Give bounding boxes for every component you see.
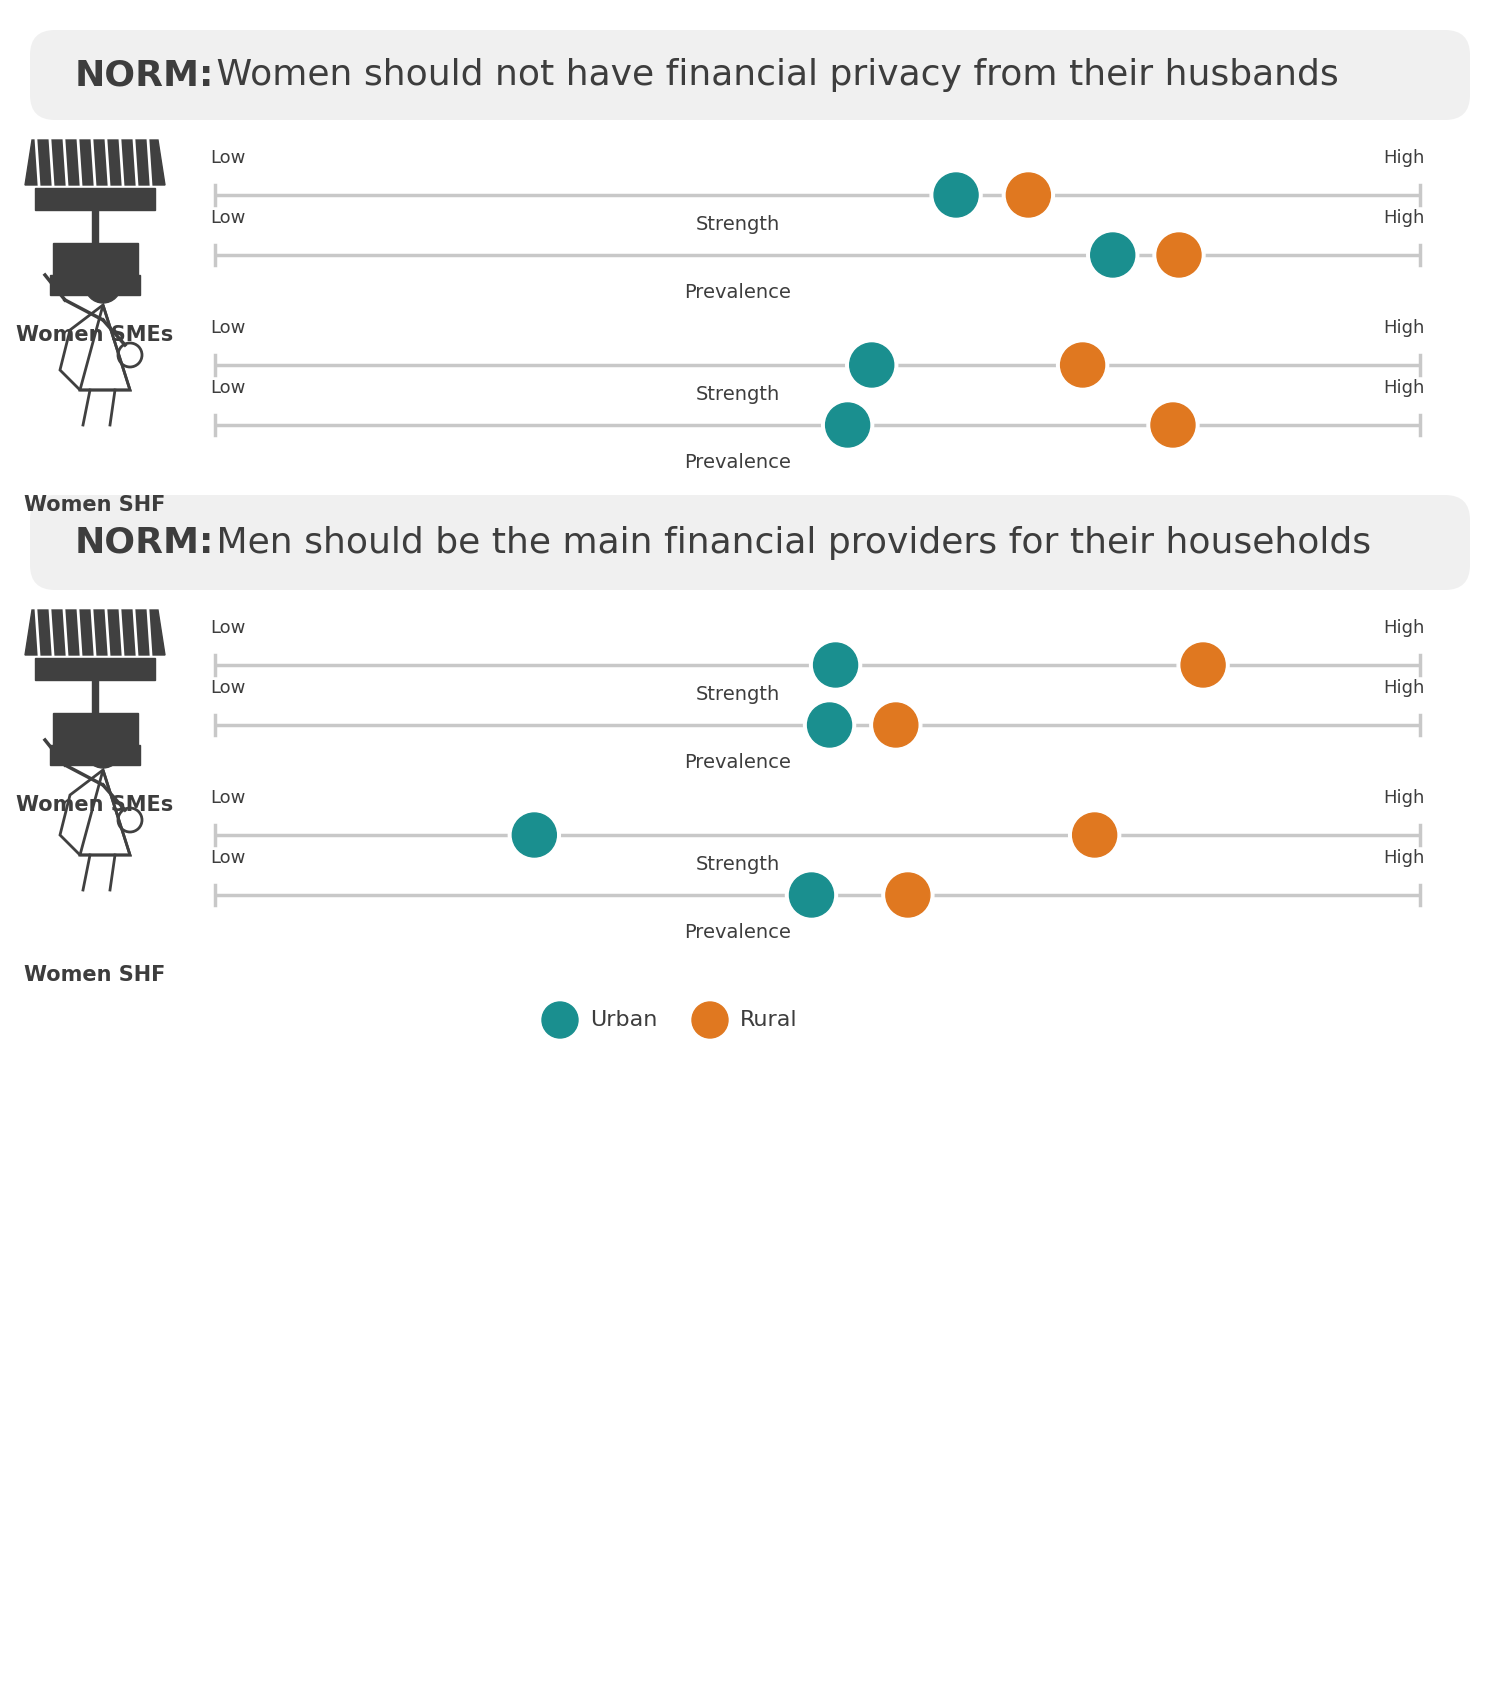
Circle shape [870, 699, 922, 751]
Circle shape [513, 814, 556, 858]
Text: Strength: Strength [696, 385, 780, 405]
Circle shape [509, 809, 561, 861]
Circle shape [1150, 403, 1196, 447]
Text: Low: Low [210, 149, 246, 167]
Text: Women SMEs: Women SMEs [16, 795, 174, 815]
Text: Low: Low [210, 209, 246, 226]
Text: High: High [1383, 319, 1425, 338]
Circle shape [810, 640, 861, 690]
Text: Prevalence: Prevalence [684, 923, 790, 942]
Text: Low: Low [210, 788, 246, 807]
Text: NORM:: NORM: [75, 525, 214, 559]
Text: High: High [1383, 209, 1425, 226]
Circle shape [542, 1003, 578, 1038]
Text: Low: Low [210, 679, 246, 697]
Bar [50, 275, 140, 295]
Text: High: High [1383, 788, 1425, 807]
Circle shape [789, 873, 834, 917]
Text: Low: Low [210, 319, 246, 338]
Text: Strength: Strength [696, 216, 780, 235]
Circle shape [86, 267, 122, 304]
Circle shape [813, 643, 858, 687]
Text: Women SMEs: Women SMEs [16, 326, 174, 344]
Text: High: High [1383, 679, 1425, 697]
Bar [92, 680, 98, 712]
Circle shape [1154, 230, 1204, 280]
Text: Prevalence: Prevalence [684, 753, 790, 771]
Polygon shape [26, 140, 165, 186]
Text: Low: Low [210, 619, 246, 636]
FancyBboxPatch shape [30, 495, 1470, 591]
Text: Women SHF: Women SHF [24, 495, 165, 515]
FancyBboxPatch shape [30, 30, 1470, 120]
Circle shape [786, 869, 837, 922]
Circle shape [930, 169, 982, 221]
Bar [34, 658, 154, 680]
Circle shape [1156, 233, 1202, 277]
Circle shape [849, 343, 894, 387]
Text: High: High [1383, 380, 1425, 397]
Circle shape [1056, 339, 1108, 392]
Circle shape [804, 699, 855, 751]
Circle shape [1072, 814, 1116, 858]
Circle shape [86, 733, 122, 768]
Text: Women SHF: Women SHF [24, 966, 165, 986]
Circle shape [846, 339, 897, 392]
Circle shape [1007, 172, 1050, 218]
Bar [92, 209, 98, 243]
Bar [53, 712, 138, 744]
Text: Urban: Urban [590, 1009, 657, 1030]
Text: Low: Low [210, 380, 246, 397]
Text: Low: Low [210, 849, 246, 868]
Bar [53, 243, 138, 275]
Text: Rural: Rural [740, 1009, 798, 1030]
Circle shape [692, 1003, 728, 1038]
Circle shape [1090, 233, 1134, 277]
Text: Prevalence: Prevalence [684, 452, 790, 473]
Circle shape [1060, 343, 1104, 387]
Circle shape [874, 702, 918, 748]
Text: Strength: Strength [696, 856, 780, 874]
Text: High: High [1383, 619, 1425, 636]
Circle shape [807, 702, 852, 748]
Circle shape [1002, 169, 1054, 221]
Circle shape [934, 172, 978, 218]
Polygon shape [26, 609, 165, 655]
Bar [34, 187, 154, 209]
Circle shape [1180, 643, 1225, 687]
Circle shape [1068, 809, 1120, 861]
Circle shape [886, 873, 930, 917]
Circle shape [1178, 640, 1228, 690]
Text: Strength: Strength [696, 685, 780, 704]
Circle shape [882, 869, 934, 922]
Text: Men should be the main financial providers for their households: Men should be the main financial provide… [206, 525, 1371, 559]
Bar [50, 744, 140, 765]
Text: NORM:: NORM: [75, 57, 214, 93]
Text: Women should not have financial privacy from their husbands: Women should not have financial privacy … [206, 57, 1338, 93]
Text: High: High [1383, 149, 1425, 167]
Circle shape [822, 398, 873, 451]
Text: High: High [1383, 849, 1425, 868]
Circle shape [1148, 398, 1198, 451]
Circle shape [825, 403, 870, 447]
Text: Prevalence: Prevalence [684, 284, 790, 302]
Circle shape [1086, 230, 1138, 280]
